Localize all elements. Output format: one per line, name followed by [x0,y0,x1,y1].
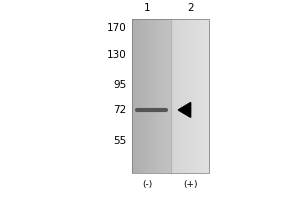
Text: 130: 130 [106,50,126,60]
Text: (-): (-) [142,180,152,189]
Text: 170: 170 [106,23,126,33]
Text: 1: 1 [144,3,150,13]
Bar [132,19,209,173]
Polygon shape [178,103,191,117]
Text: (+): (+) [183,180,197,189]
Text: 72: 72 [113,105,126,115]
Text: 2: 2 [187,3,194,13]
Text: 95: 95 [113,80,126,90]
Text: 55: 55 [113,136,126,146]
